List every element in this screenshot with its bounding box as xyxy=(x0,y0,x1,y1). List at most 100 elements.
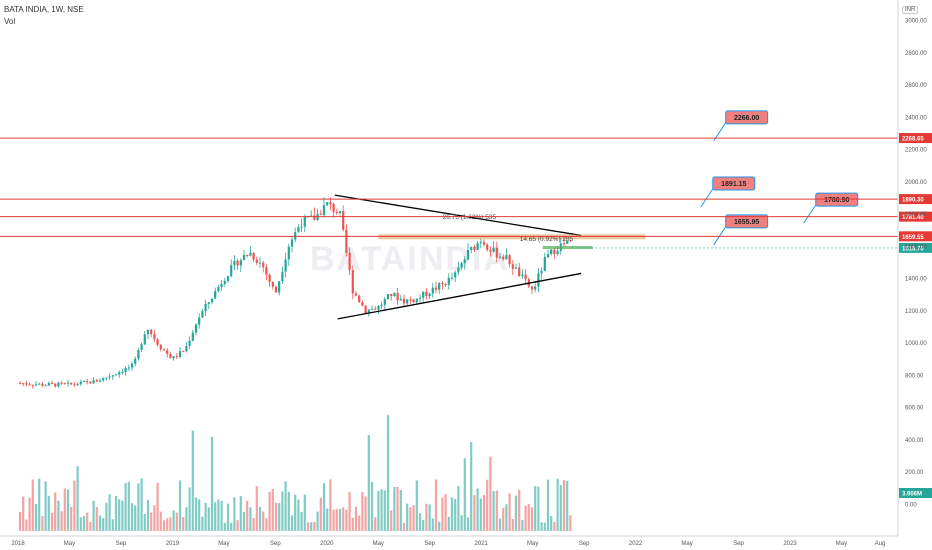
time-tick-label: May xyxy=(373,541,384,547)
volume-bar xyxy=(348,492,351,531)
volume-bar xyxy=(335,508,338,531)
candle-body xyxy=(242,255,246,261)
volume-bar xyxy=(239,496,242,531)
last-price-tag xyxy=(899,242,932,253)
candle-body xyxy=(143,334,146,345)
candle-body xyxy=(153,334,156,340)
volume-bar xyxy=(422,519,425,531)
candle-body xyxy=(518,267,521,277)
candle-body xyxy=(156,339,159,345)
time-tick-label: May xyxy=(836,541,847,547)
volume-bar xyxy=(303,494,306,531)
time-tick-label: 2022 xyxy=(629,541,643,547)
candle-body xyxy=(162,349,166,351)
callout-box xyxy=(725,214,769,229)
volume-bar xyxy=(406,503,409,531)
volume-bar xyxy=(22,496,25,531)
volume-bar xyxy=(396,486,399,531)
volume-bar xyxy=(60,511,63,531)
candle-body xyxy=(44,385,47,387)
volume-bar xyxy=(476,488,479,531)
volume-bar xyxy=(342,507,345,531)
candle-body xyxy=(134,358,137,364)
volume-bar xyxy=(460,515,463,531)
price-callout[interactable]: 1891.15 xyxy=(700,176,756,208)
time-tick-label: 2020 xyxy=(320,541,334,547)
candle-body xyxy=(130,363,134,368)
candle-body xyxy=(239,260,242,266)
volume-bar xyxy=(118,499,121,531)
candle-body xyxy=(63,383,66,385)
price-callout[interactable]: 1780.90 xyxy=(803,192,859,224)
currency-badge[interactable]: INR xyxy=(902,6,919,14)
time-tick-label: 2018 xyxy=(11,541,25,547)
chart-title: BATA INDIA, 1W, NSE xyxy=(4,5,84,14)
support-zone[interactable] xyxy=(542,246,593,250)
volume-bar xyxy=(546,479,550,531)
volume-bar xyxy=(402,522,406,531)
volume-bar xyxy=(223,522,226,531)
volume-bar xyxy=(127,481,130,531)
candles xyxy=(18,197,572,389)
time-tick-label: May xyxy=(527,541,538,547)
time-tick-label: May xyxy=(681,541,692,547)
measure-annotation: 14.65 (0.92%) 285 xyxy=(520,236,574,243)
volume-bar xyxy=(377,490,380,531)
price-callout[interactable]: 1655.95 xyxy=(713,214,769,246)
volume-bar xyxy=(454,498,457,531)
volume-bar xyxy=(191,430,194,531)
callout-text: 2266.00 xyxy=(734,115,759,122)
last-price-label: 1618.70 xyxy=(902,246,924,252)
triangle-lower-trendline[interactable] xyxy=(337,272,582,320)
candle-body xyxy=(41,383,44,386)
price-callout[interactable]: 2266.00 xyxy=(713,110,769,142)
level-price-label: 1781.40 xyxy=(902,215,924,221)
volume-bar xyxy=(153,505,156,531)
candle-body xyxy=(367,309,370,314)
volume-bar xyxy=(255,486,258,531)
volume-bar xyxy=(486,479,489,531)
volume-bar xyxy=(332,509,335,531)
volume-bar xyxy=(313,521,316,531)
candle-body xyxy=(431,287,434,294)
volume-bar xyxy=(329,479,332,531)
candle-body xyxy=(399,298,402,301)
volume-bar xyxy=(367,435,370,531)
callout-text: 1891.15 xyxy=(721,181,746,188)
volume-bar xyxy=(18,512,22,531)
volume-bar xyxy=(326,508,329,531)
level-price-label: 2268.65 xyxy=(902,137,924,143)
time-tick-label: Sep xyxy=(733,541,744,547)
volume-bar xyxy=(82,516,86,531)
candle-body xyxy=(82,381,86,383)
candle-body xyxy=(102,377,105,381)
candle-body xyxy=(182,351,185,353)
volume-bar xyxy=(121,500,124,531)
volume-bar xyxy=(511,518,514,531)
candle-body xyxy=(92,380,95,384)
volume-bar xyxy=(95,506,98,531)
volume-bar xyxy=(508,493,511,531)
candle-body xyxy=(498,256,502,258)
volume-bar xyxy=(370,482,374,531)
candle-body xyxy=(345,229,348,253)
triangle-upper-trendline[interactable] xyxy=(334,194,582,237)
candle-body xyxy=(463,259,466,264)
candle-body xyxy=(79,381,82,385)
volume-bar xyxy=(137,483,140,531)
volume-bar xyxy=(383,490,386,531)
volume-bar xyxy=(108,494,111,531)
volume-last-label: 3.906M xyxy=(902,492,922,498)
time-tick-label: 2023 xyxy=(783,541,797,547)
volume-bar xyxy=(489,456,492,531)
volume-bar xyxy=(175,512,178,531)
volume-bar xyxy=(258,506,262,531)
volume-bar xyxy=(534,486,537,531)
time-tick-label: May xyxy=(218,541,229,547)
candle-body xyxy=(274,286,278,293)
volume-bar xyxy=(44,481,47,531)
volume-bar xyxy=(425,503,428,531)
horizontal-levels: 2268.65 1890.30 1781.40 1659.55 1618.70 3.906… xyxy=(0,133,932,498)
candle-body xyxy=(127,367,130,369)
